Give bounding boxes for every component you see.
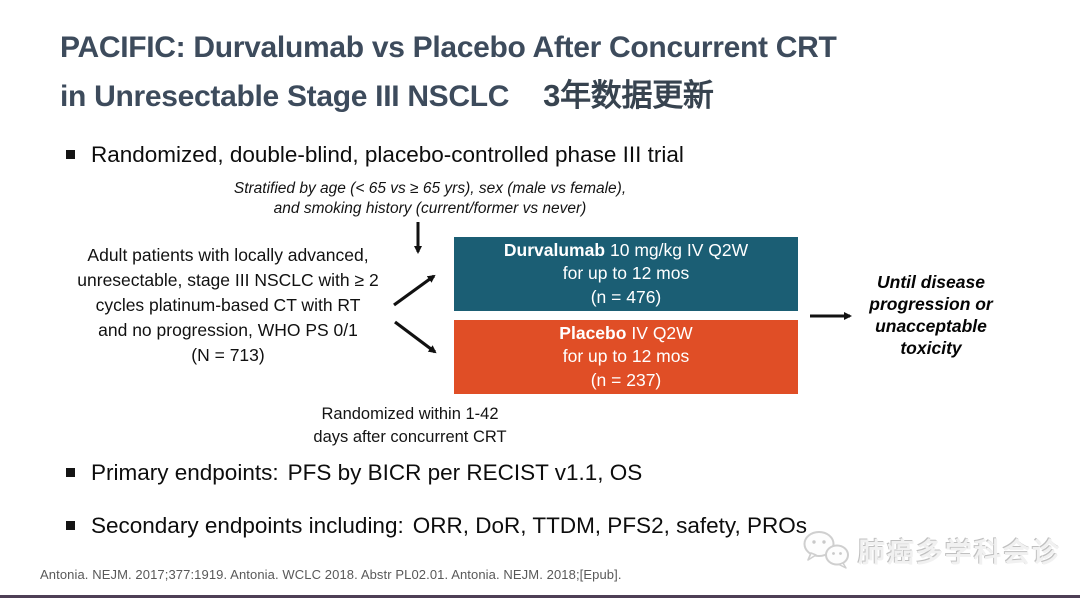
durvalumab-enrollment: (n = 476) xyxy=(590,286,662,307)
primary-endpoints-label: Primary endpoints: xyxy=(91,460,279,485)
population-line4: and no progression, WHO PS 0/1 xyxy=(98,320,358,340)
population-line3: cycles platinum-based CT with RT xyxy=(95,295,361,315)
continuation-line4: toxicity xyxy=(900,338,962,358)
trial-design-text: Randomized, double-blind, placebo-contro… xyxy=(91,142,684,167)
wechat-icon xyxy=(803,531,849,569)
primary-endpoints-text: Primary endpoints: PFS by BICR per RECIST… xyxy=(91,459,642,486)
randomization-note: Randomized within 1-42 days after concur… xyxy=(268,403,552,448)
continuation-line1: Until disease xyxy=(877,272,985,292)
bullet-secondary-endpoints: Secondary endpoints including: ORR, DoR, … xyxy=(66,512,1066,539)
randomization-line2: days after concurrent CRT xyxy=(313,427,507,446)
placebo-arm-line1: Placebo IV Q2W xyxy=(559,322,692,346)
population-line2: unresectable, stage III NSCLC with ≥ 2 xyxy=(77,270,379,290)
placebo-enrollment: (n = 237) xyxy=(590,369,662,390)
placebo-drug-name: Placebo xyxy=(559,322,627,343)
continuation-note: Until disease progression or unacceptabl… xyxy=(852,271,1010,359)
stratification-line2: and smoking history (current/former vs n… xyxy=(273,200,587,217)
placebo-arm-box: Placebo IV Q2W for up to 12 mos (n = 237) xyxy=(454,320,798,394)
primary-endpoints-value: PFS by BICR per RECIST v1.1, OS xyxy=(287,460,643,485)
secondary-endpoints-label: Secondary endpoints including: xyxy=(91,513,404,538)
slide-title-line1: PACIFIC: Durvalumab vs Placebo After Con… xyxy=(60,31,837,64)
placebo-regimen: IV Q2W xyxy=(631,322,693,343)
continuation-line3: unacceptable xyxy=(875,316,987,336)
randomization-line1: Randomized within 1-42 xyxy=(321,405,499,423)
durvalumab-duration: for up to 12 mos xyxy=(562,263,690,284)
citation-text: Antonia. NEJM. 2017;377:1919. Antonia. W… xyxy=(40,567,622,582)
slide-title-line2-en: in Unresectable Stage III NSCLC xyxy=(60,80,510,113)
bullet-trial-design: Randomized, double-blind, placebo-contro… xyxy=(66,141,1016,168)
population-line1: Adult patients with locally advanced, xyxy=(87,245,369,265)
slide-title: PACIFIC: Durvalumab vs Placebo After Con… xyxy=(60,24,1040,121)
watermark: 肺癌多学科会诊 xyxy=(802,530,1061,570)
bottom-divider-rule xyxy=(0,595,1080,598)
stratification-line1: Stratified by age (< 65 vs ≥ 65 yrs), se… xyxy=(233,180,627,197)
durvalumab-arm-line1: Durvalumab 10 mg/kg IV Q2W xyxy=(504,239,748,263)
continuation-line2: progression or xyxy=(869,294,993,314)
secondary-endpoints-value: ORR, DoR, TTDM, PFS2, safety, PROs xyxy=(412,513,807,538)
bullet-square-icon xyxy=(66,150,75,159)
durvalumab-regimen: 10 mg/kg IV Q2W xyxy=(610,239,749,260)
watermark-label: 肺癌多学科会诊 xyxy=(858,537,1061,568)
patient-population-text: Adult patients with locally advanced, un… xyxy=(42,243,414,368)
placebo-duration: for up to 12 mos xyxy=(562,346,690,367)
slide-title-line2: in Unresectable Stage III NSCLC 3年数据更新 xyxy=(60,72,1040,121)
stratification-note: Stratified by age (< 65 vs ≥ 65 yrs), se… xyxy=(200,179,660,219)
slide-title-line2-cn: 3年数据更新 xyxy=(543,78,714,113)
bullet-square-icon xyxy=(66,468,75,477)
secondary-endpoints-text: Secondary endpoints including: ORR, DoR, … xyxy=(91,512,807,539)
bullet-square-icon xyxy=(66,521,75,530)
durvalumab-drug-name: Durvalumab xyxy=(503,239,606,260)
durvalumab-arm-box: Durvalumab 10 mg/kg IV Q2W for up to 12 m… xyxy=(454,237,798,311)
bullet-primary-endpoints: Primary endpoints: PFS by BICR per RECIST… xyxy=(66,459,1056,486)
population-line5: (N = 713) xyxy=(191,345,265,365)
